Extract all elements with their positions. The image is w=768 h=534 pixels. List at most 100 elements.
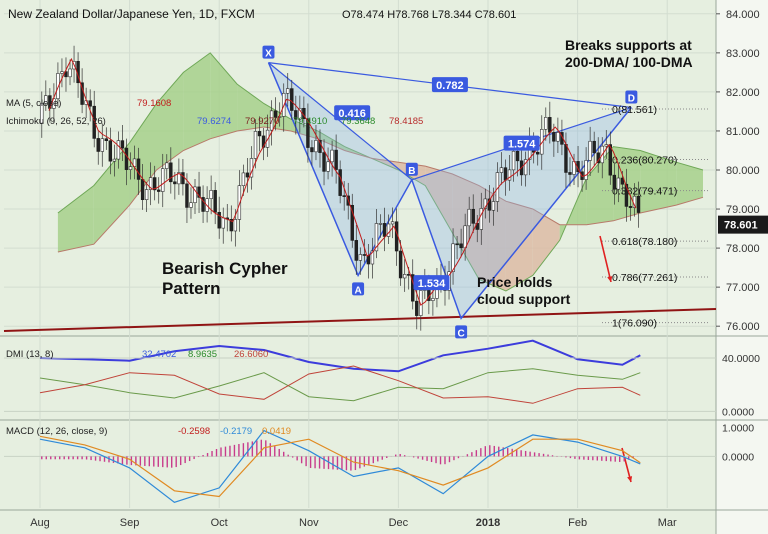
candle-body: [459, 243, 463, 249]
fib-level-label: 0.236(80.270): [612, 154, 677, 166]
macd-value: -0.2179: [220, 426, 252, 437]
candle-body: [318, 140, 322, 153]
candle-body: [233, 219, 238, 232]
candle-body: [68, 68, 72, 78]
candle-body: [257, 131, 262, 137]
candle-body: [120, 140, 125, 149]
candle-body: [273, 110, 278, 118]
candle-body: [431, 298, 435, 301]
candle-body: [294, 110, 298, 120]
candle-body: [100, 138, 104, 152]
candle-body: [173, 181, 177, 185]
candle-body: [515, 150, 520, 162]
macd-value: 0.0419: [262, 426, 291, 437]
pattern-point-label: A: [354, 285, 361, 296]
dmi-minus-line: [39, 365, 641, 404]
dmi-value: 26.6060: [234, 349, 268, 360]
candle-body: [157, 189, 161, 192]
candle-body: [96, 138, 100, 152]
candle-body: [169, 162, 173, 183]
candle-body: [326, 161, 330, 172]
price-tick-label: 82.000: [726, 87, 760, 99]
annotation-breaks-line2: 200-DMA/ 100-DMA: [565, 54, 693, 70]
candle-body: [358, 254, 363, 261]
candle-body: [616, 177, 621, 190]
ichimoku-cloud-segment: [425, 166, 453, 233]
ichimoku-cloud-segment: [676, 162, 703, 206]
senkou-span-a: [57, 52, 704, 292]
candle-body: [390, 221, 395, 225]
down-arrow-price: [599, 235, 612, 283]
price-tick-label: 76.000: [726, 321, 760, 333]
candle-body: [636, 195, 641, 213]
candle-body: [128, 166, 133, 170]
candle-body: [362, 254, 367, 256]
candle-body: [378, 223, 383, 225]
candle-body: [193, 186, 197, 204]
dmi-value: 32.4702: [142, 349, 176, 360]
x-axis-label: Mar: [658, 517, 677, 529]
ratio-badge: [413, 275, 450, 291]
candle-body: [398, 250, 403, 279]
candle-body: [402, 274, 407, 279]
candle-body: [628, 206, 633, 208]
current-price-label: 78.601: [724, 220, 758, 232]
price-tick-label: 81.000: [726, 126, 760, 138]
candle-body: [148, 177, 153, 190]
candle-body: [116, 140, 121, 160]
candle-body: [152, 177, 157, 191]
candle-body: [483, 198, 488, 209]
candle-body: [140, 179, 145, 200]
candle-body: [189, 202, 193, 208]
current-price-badge: [718, 215, 768, 234]
candle-body: [286, 88, 290, 94]
candle-body: [620, 177, 625, 185]
ichimoku-cloud-segment: [532, 209, 560, 276]
candle-body: [499, 167, 504, 173]
ratio-label: 1.574: [508, 139, 536, 151]
candle-body: [612, 174, 617, 190]
ratio-badge: [503, 135, 540, 151]
ichimoku-value: 79.9270: [245, 116, 279, 127]
candle-body: [306, 118, 310, 148]
down-arrow-price-head: [607, 276, 613, 282]
ratio-badge: [431, 77, 468, 93]
candle-body: [342, 195, 346, 197]
candle-body: [463, 225, 467, 249]
ichimoku-cloud-segment: [129, 103, 157, 206]
ma-indicator-value: 79.1608: [137, 98, 171, 109]
candle-body: [161, 168, 165, 192]
candle-body: [592, 140, 596, 154]
ichimoku-cloud-segment: [640, 150, 677, 213]
pattern-point-badge: [352, 282, 365, 296]
candle-body: [108, 140, 113, 162]
ichimoku-cloud-segment: [290, 119, 318, 139]
dmi-tick-label: 40.0000: [722, 353, 760, 365]
x-axis-label: Aug: [30, 517, 50, 529]
ichimoku-cloud-segment: [317, 131, 345, 151]
x-axis-label: Nov: [299, 517, 319, 529]
price-tick-label: 78.000: [726, 243, 760, 255]
candle-body: [568, 172, 572, 175]
candle-body: [467, 208, 471, 227]
annotation-pattern-line2: Pattern: [162, 279, 221, 298]
annotation-breaks-line1: Breaks supports at: [565, 37, 692, 53]
candle-body: [56, 73, 60, 100]
candle-body: [544, 117, 548, 130]
candle-body: [604, 144, 608, 147]
candle-body: [511, 150, 516, 171]
chart-title: New Zealand Dollar/Japanese Yen, 1D, FXC…: [8, 7, 255, 21]
ratio-label: 1.534: [418, 278, 446, 290]
candle-body: [330, 149, 334, 163]
candle-body: [624, 183, 629, 207]
annotation-pattern-line1: Bearish Cypher: [162, 259, 288, 278]
candle-body: [185, 183, 189, 208]
candle-body: [290, 88, 294, 111]
dmi-plus-line: [39, 368, 641, 402]
fib-level-label: 0.382(79.471): [612, 186, 677, 198]
candle-body: [124, 147, 129, 170]
candle-body: [298, 107, 302, 120]
candle-body: [44, 95, 48, 104]
candle-body: [536, 151, 540, 155]
